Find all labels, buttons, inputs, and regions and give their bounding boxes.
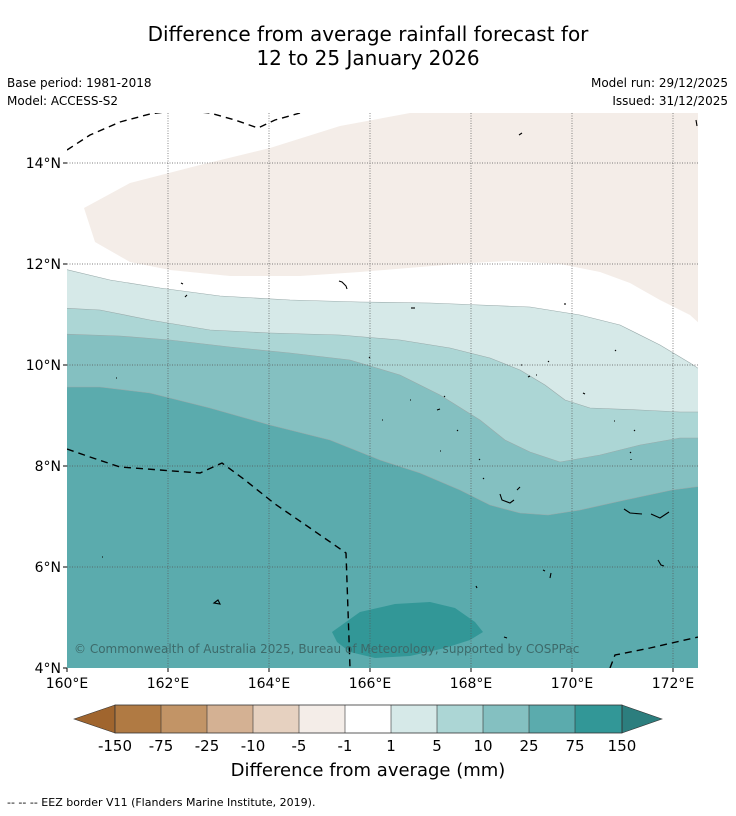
colorbar-bin <box>253 705 299 733</box>
lon-label: 162°E <box>147 676 190 692</box>
colorbar-bin <box>575 705 622 733</box>
colorbar-tick: -10 <box>241 737 266 755</box>
colorbar-tick: 5 <box>432 737 442 755</box>
colorbar-bin <box>299 705 345 733</box>
colorbar-tick: -25 <box>195 737 220 755</box>
colorbar-tick: -150 <box>98 737 132 755</box>
colorbar-bin <box>161 705 207 733</box>
colorbar-tick: 25 <box>519 737 538 755</box>
copyright-text: © Commonwealth of Australia 2025, Bureau… <box>74 642 579 656</box>
colorbar-bin <box>207 705 253 733</box>
title-line-2: 12 to 25 January 2026 <box>256 46 480 70</box>
gridlines <box>67 113 698 668</box>
lat-label: 8°N <box>35 459 61 475</box>
colorbar-tick: 1 <box>386 737 396 755</box>
lon-label: 168°E <box>450 676 493 692</box>
colorbar-arrow-low <box>73 704 116 734</box>
colorbar-tick: -1 <box>338 737 353 755</box>
lat-label: 4°N <box>35 661 61 677</box>
colorbar-bin <box>437 705 483 733</box>
base-period-text: Base period: 1981-2018 <box>7 76 152 90</box>
issued-text: Issued: 31/12/2025 <box>612 94 728 108</box>
meta-right: Model run: 29/12/2025 Issued: 31/12/2025 <box>591 74 728 110</box>
lon-label: 166°E <box>349 676 392 692</box>
colorbar-tick: -5 <box>292 737 307 755</box>
colorbar-bin <box>529 705 575 733</box>
colorbar-bin <box>345 705 391 733</box>
colorbar-tick: 75 <box>565 737 584 755</box>
lon-label: 170°E <box>551 676 594 692</box>
colorbar: -150 -75 -25 -10 -5 -1 1 5 10 25 75 150 <box>73 704 663 755</box>
lat-label: 6°N <box>35 560 61 576</box>
map-area: © Commonwealth of Australia 2025, Bureau… <box>67 113 698 668</box>
colorbar-bin <box>483 705 529 733</box>
lon-axis: 160°E 162°E 164°E 166°E 168°E 170°E 172°… <box>46 668 695 692</box>
map-title: Difference from average rainfall forecas… <box>0 22 736 70</box>
colorbar-tick: -75 <box>149 737 174 755</box>
lon-label: 164°E <box>248 676 291 692</box>
model-text: Model: ACCESS-S2 <box>7 94 119 108</box>
colorbar-tick: 150 <box>608 737 637 755</box>
colorbar-tick: 10 <box>473 737 492 755</box>
legend-title: Difference from average (mm) <box>230 760 506 781</box>
lon-label: 160°E <box>46 676 89 692</box>
colorbar-bin <box>391 705 437 733</box>
lat-label: 10°N <box>26 358 61 374</box>
colorbar-bin <box>115 705 161 733</box>
islands <box>102 119 698 639</box>
lat-label: 12°N <box>26 257 61 273</box>
rainfall-band-minus5-to-minus1 <box>84 113 698 323</box>
colorbar-arrow-high <box>621 704 663 734</box>
contour-lines <box>67 269 698 516</box>
lon-label: 172°E <box>652 676 695 692</box>
eez-border <box>67 113 698 668</box>
meta-left: Base period: 1981-2018 Model: ACCESS-S2 <box>7 74 152 110</box>
title-line-1: Difference from average rainfall forecas… <box>147 22 589 46</box>
lat-label: 14°N <box>26 156 61 172</box>
model-run-text: Model run: 29/12/2025 <box>590 76 728 90</box>
lat-axis: 14°N 12°N 10°N 8°N 6°N 4°N <box>26 156 67 677</box>
eez-footnote: -- -- -- EEZ border V11 (Flanders Marine… <box>7 796 316 809</box>
